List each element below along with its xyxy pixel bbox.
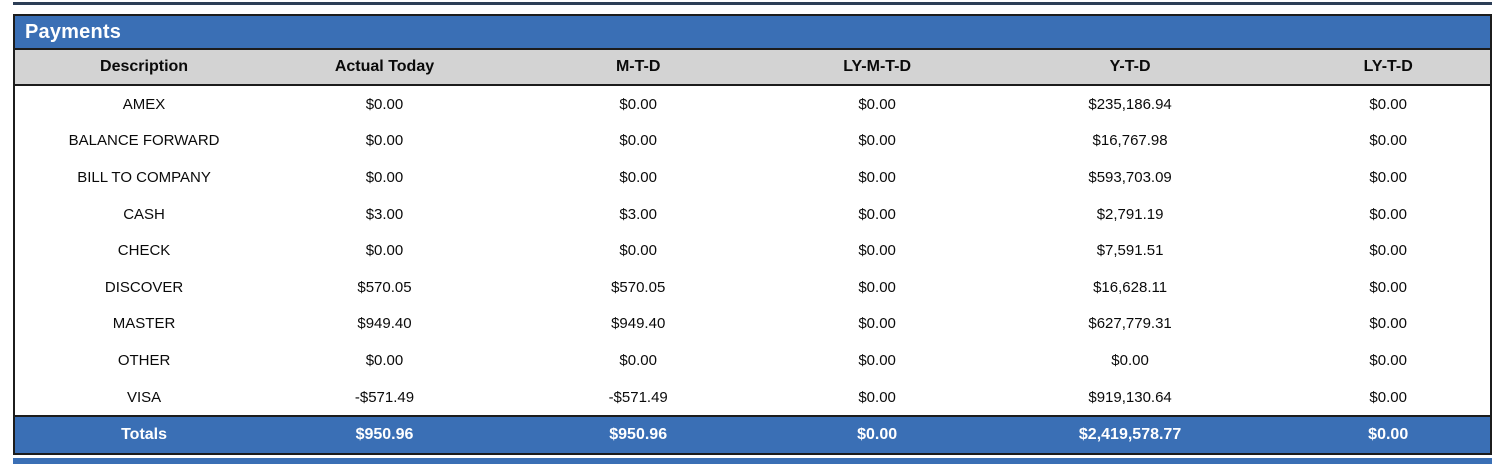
description-cell: DISCOVER <box>104 278 184 296</box>
amount-cell: $0.00 <box>858 388 896 406</box>
table-row: DISCOVER $570.05 $570.05 $0.00 $16,628.11 $0.… <box>15 268 1490 306</box>
column-header: M-T-D <box>615 58 661 75</box>
table-header-row: Description Actual Today M-T-D LY-M-T-D Y-T-… <box>15 50 1490 86</box>
amount-cell: $0.00 <box>365 132 404 150</box>
amount-cell: $0.00 <box>365 351 404 369</box>
amount-cell: $0.00 <box>619 242 657 260</box>
totals-amount-cell: $950.96 <box>609 426 668 444</box>
table-row: CHECK $0.00 $0.00 $0.00 $7,591.51 $0.00 <box>15 232 1490 269</box>
amount-cell: $627,779.31 <box>1088 315 1172 333</box>
amount-cell: $0.00 <box>858 315 896 333</box>
amount-cell: $0.00 <box>1369 95 1407 113</box>
amount-cell: $0.00 <box>619 351 657 369</box>
amount-cell: $919,130.64 <box>1088 388 1172 406</box>
amount-cell: $0.00 <box>858 351 896 369</box>
amount-cell: $949.40 <box>611 315 666 333</box>
column-header: LY-M-T-D <box>843 58 912 75</box>
totals-amount-cell: $950.96 <box>355 426 414 444</box>
amount-cell: $7,591.51 <box>1096 242 1164 260</box>
amount-cell: $0.00 <box>1369 278 1407 296</box>
column-header: Y-T-D <box>1109 58 1151 75</box>
table-row: CASH $3.00 $3.00 $0.00 $2,791.19 $0.00 <box>15 195 1490 233</box>
amount-cell: $0.00 <box>365 95 404 113</box>
description-cell: CHECK <box>117 242 171 260</box>
amount-cell: $570.05 <box>611 278 666 296</box>
amount-cell: $3.00 <box>619 205 657 223</box>
amount-cell: $0.00 <box>1369 132 1407 150</box>
description-cell: CASH <box>123 205 165 223</box>
description-cell: VISA <box>126 388 162 406</box>
description-cell: MASTER <box>112 315 176 333</box>
amount-cell: $2,791.19 <box>1096 205 1164 223</box>
amount-cell: $0.00 <box>858 205 896 223</box>
description-cell: AMEX <box>122 95 166 113</box>
totals-amount-cell: $0.00 <box>857 426 898 444</box>
previous-section-bottom-border <box>13 2 1492 5</box>
section-title: Payments <box>25 20 122 43</box>
next-section-title-bar-clipped <box>13 458 1492 464</box>
payments-table: Payments Description Actual Today M-T-D LY-… <box>13 14 1492 456</box>
amount-cell: $3.00 <box>365 205 404 223</box>
amount-cell: $0.00 <box>1111 351 1149 369</box>
amount-cell: $570.05 <box>357 278 412 296</box>
amount-cell: $0.00 <box>1369 242 1407 260</box>
totals-amount-cell: $2,419,578.77 <box>1078 426 1182 444</box>
table-row: BALANCE FORWARD $0.00 $0.00 $0.00 $16,767.98… <box>15 122 1490 160</box>
amount-cell: $0.00 <box>1369 205 1407 223</box>
amount-cell: $593,703.09 <box>1088 168 1172 186</box>
table-row: VISA -$571.49 -$571.49 $0.00 $919,130.64 $0.0… <box>15 378 1490 416</box>
amount-cell: $0.00 <box>619 168 657 186</box>
totals-label-cell: Totals <box>121 426 168 444</box>
amount-cell: -$571.49 <box>354 388 415 406</box>
amount-cell: $0.00 <box>619 132 657 150</box>
amount-cell: $235,186.94 <box>1088 95 1172 113</box>
amount-cell: $0.00 <box>858 168 896 186</box>
totals-amount-cell: $0.00 <box>1368 426 1409 444</box>
totals-row: Totals $950.96 $950.96 $0.00 $2,419,578.77 $0… <box>15 415 1490 456</box>
description-cell: BILL TO COMPANY <box>77 168 211 186</box>
amount-cell: $0.00 <box>858 242 896 260</box>
description-cell: OTHER <box>117 351 171 369</box>
table-row: BILL TO COMPANY $0.00 $0.00 $0.00 $593,703.0… <box>15 159 1490 196</box>
amount-cell: $949.40 <box>357 315 412 333</box>
amount-cell: $0.00 <box>619 95 657 113</box>
table-body: AMEX $0.00 $0.00 $0.00 $235,186.94 $0.00 BALAN… <box>15 86 1490 416</box>
table-row: AMEX $0.00 $0.00 $0.00 $235,186.94 $0.00 <box>15 86 1490 123</box>
amount-cell: $0.00 <box>858 132 896 150</box>
column-header: Actual Today <box>334 58 435 75</box>
amount-cell: $0.00 <box>1369 388 1407 406</box>
description-cell: BALANCE FORWARD <box>68 132 220 150</box>
table-row: MASTER $949.40 $949.40 $0.00 $627,779.31 $0.0… <box>15 305 1490 343</box>
next-section <box>13 458 1492 464</box>
amount-cell: $0.00 <box>858 95 896 113</box>
amount-cell: $16,628.11 <box>1093 278 1168 296</box>
amount-cell: $0.00 <box>1369 168 1407 186</box>
table-row: OTHER $0.00 $0.00 $0.00 $0.00 $0.00 <box>15 342 1490 379</box>
amount-cell: $0.00 <box>1369 315 1407 333</box>
column-header: Description <box>100 58 189 75</box>
amount-cell: $0.00 <box>365 168 404 186</box>
amount-cell: $0.00 <box>1369 351 1407 369</box>
amount-cell: $0.00 <box>858 278 896 296</box>
amount-cell: $0.00 <box>365 242 404 260</box>
amount-cell: -$571.49 <box>608 388 668 406</box>
section-title-bar: Payments <box>15 16 1490 50</box>
column-header: LY-T-D <box>1363 58 1413 75</box>
amount-cell: $16,767.98 <box>1092 132 1168 150</box>
